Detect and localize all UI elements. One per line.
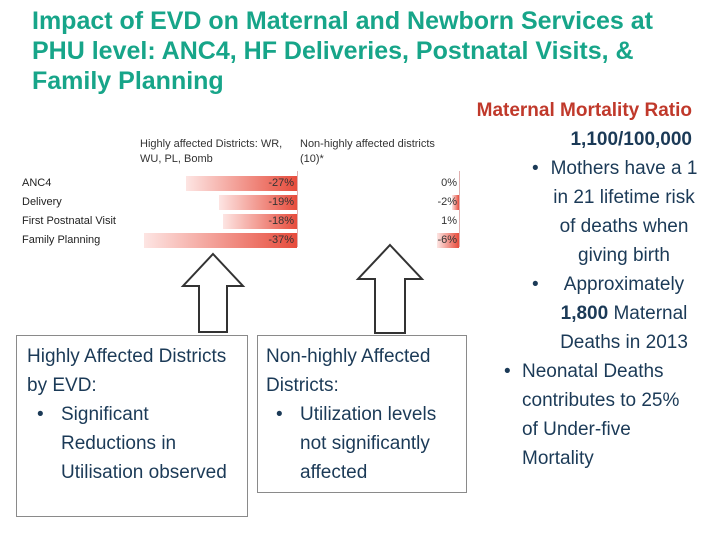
highly-affected-callout: Highly Affected Districts by EVD: Signif… (16, 335, 248, 517)
highly-affected-bullet: Significant Reductions in Utilisation ob… (27, 400, 247, 487)
maternal-mortality-panel: Maternal Mortality Ratio 1,100/100,000 M… (470, 96, 700, 473)
table-header-non-highly-affected: Non-highly affected districts (10)* (300, 138, 435, 165)
highly-affected-text: Highly Affected Districts by EVD: (27, 346, 227, 396)
non-highly-affected-bullet: Utilization levels not significantly aff… (266, 400, 466, 487)
high-column-axis (297, 171, 298, 247)
table-row-label: Delivery (22, 196, 62, 208)
non-highly-affected-callout: Non-highly Affected Districts: Utilizati… (257, 335, 467, 493)
nonhigh-value-label: -2% (437, 196, 457, 208)
mmr-bullets: Mothers have a 1 in 21 lifetime risk of … (470, 154, 700, 473)
mmr-bullet-lifetime-risk: Mothers have a 1 in 21 lifetime risk of … (532, 154, 700, 270)
mmr-heading-value: 1,100/100,000 (570, 129, 692, 150)
mmr-bullet-neonatal: Neonatal Deaths contributes to 25% of Un… (500, 357, 700, 473)
non-highly-affected-text: Non-highly Affected Districts: (266, 346, 431, 396)
nonhigh-bar (451, 195, 459, 210)
high-bar (185, 176, 297, 191)
nonhigh-value-label: 0% (441, 177, 457, 189)
up-arrow-icon (180, 252, 246, 333)
high-value-label: -27% (268, 177, 294, 189)
page-title: Impact of EVD on Maternal and Newborn Se… (32, 7, 653, 95)
nonhigh-bar (437, 233, 459, 248)
table-header-highly-affected: Highly affected Districts: WR, WU, PL, B… (140, 138, 283, 165)
high-value-label: -37% (268, 234, 294, 246)
mmr-bullet-maternal-deaths: Approximately 1,800 Maternal Deaths in 2… (532, 270, 700, 357)
high-value-label: -18% (268, 215, 294, 227)
high-value-label: -19% (268, 196, 294, 208)
utilisation-change-table: Highly affected Districts: WR, WU, PL, B… (22, 135, 464, 248)
mmr-heading-label: Maternal Mortality Ratio (476, 100, 692, 121)
table-row-label: Family Planning (22, 234, 101, 246)
nonhigh-value-label: 1% (441, 215, 457, 227)
high-bar (222, 214, 297, 229)
nonhigh-column-axis (459, 171, 460, 247)
high-bar (144, 233, 297, 248)
mmr-bullet2-post: Maternal Deaths in 2013 (560, 303, 688, 353)
mmr-heading: Maternal Mortality Ratio 1,100/100,000 (470, 96, 700, 154)
mmr-bullet2-pre: Approximately (563, 274, 685, 295)
mmr-bullet2-number: 1,800 (560, 303, 609, 324)
high-bar (218, 195, 297, 210)
up-arrow-icon (355, 243, 425, 334)
table-row-label: ANC4 (22, 177, 52, 189)
nonhigh-value-label: -6% (437, 234, 457, 246)
table-row-label: First Postnatal Visit (22, 215, 116, 227)
